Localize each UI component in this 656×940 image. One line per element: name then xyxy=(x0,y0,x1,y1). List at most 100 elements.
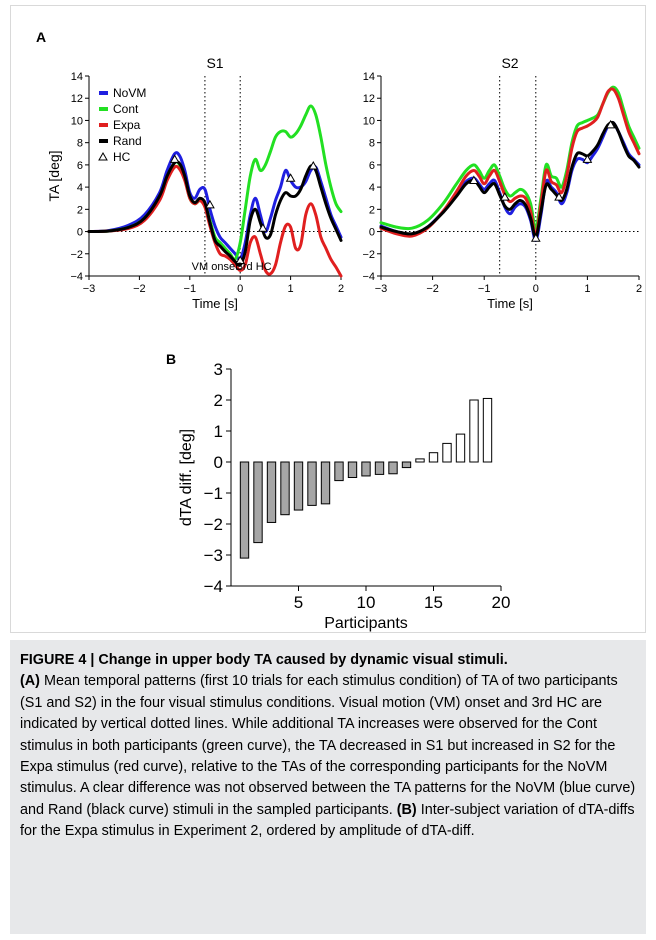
legend-hc-label: HC xyxy=(113,150,131,164)
caption-b-label: (B) xyxy=(396,801,417,818)
x-tick-label: 0 xyxy=(237,283,243,295)
hc-triangle-marker xyxy=(530,233,541,242)
x-tick-label: 20 xyxy=(492,593,511,612)
hc-triangle-marker xyxy=(554,192,564,201)
x-tick-label: 10 xyxy=(357,593,376,612)
y-tick-label: 10 xyxy=(363,115,375,127)
series-expa-line xyxy=(87,164,343,278)
legend-novm-label: NoVM xyxy=(113,86,146,100)
x-tick-label: −2 xyxy=(133,283,146,295)
bar xyxy=(482,397,493,463)
bar xyxy=(401,461,412,469)
series-rand-line xyxy=(87,160,343,267)
panel-a-label: A xyxy=(36,29,46,45)
x-tick-label: −2 xyxy=(426,283,439,295)
hc-triangle-marker xyxy=(308,160,319,170)
bar xyxy=(388,461,398,475)
plot-title: S2 xyxy=(501,55,518,71)
x-axis-label: Time [s] xyxy=(192,296,238,311)
y-tick-label: 12 xyxy=(71,93,83,105)
plot-b: −4 −3 −2 −1 0 1 2 3 5 10 15 20 Participants dTA diff.… xyxy=(178,360,510,632)
figure-caption: FIGURE 4 | Change in upper body TA cause… xyxy=(10,640,646,934)
bar xyxy=(253,461,263,544)
plot-title: S1 xyxy=(206,55,223,71)
y-tick-label: −2 xyxy=(362,249,375,261)
x-tick-label: 2 xyxy=(636,283,642,295)
caption-a-text: Mean temporal patterns (first 10 trials … xyxy=(20,673,636,818)
x-axis-label: Participants xyxy=(324,615,408,632)
y-tick-label: 8 xyxy=(369,138,375,150)
panel-b-label: B xyxy=(166,351,176,367)
hc-triangle-marker xyxy=(235,255,246,264)
x-tick-label: 0 xyxy=(533,283,539,295)
y-tick-label: −2 xyxy=(204,515,223,534)
x-axis-label: Time [s] xyxy=(487,296,533,311)
y-tick-label: 8 xyxy=(77,138,83,150)
y-tick-label: −1 xyxy=(204,484,223,503)
legend-expa-label: Expa xyxy=(113,118,141,132)
y-tick-label: 10 xyxy=(71,115,83,127)
y-tick-label: −2 xyxy=(70,249,83,261)
caption-b-text: Inter-subject variation of dTA-diffs for… xyxy=(20,801,635,840)
y-tick-label: 12 xyxy=(363,93,375,105)
hc-triangle-marker xyxy=(469,175,479,184)
bar xyxy=(361,461,371,477)
y-tick-label: 2 xyxy=(369,204,375,216)
series-novm-line xyxy=(87,151,343,262)
third-hc-annotation: 3rd HC xyxy=(237,261,272,273)
bar xyxy=(266,461,277,523)
vm-onset-annotation: VM onset xyxy=(192,261,238,273)
bar xyxy=(293,461,304,511)
bar xyxy=(469,399,479,463)
y-tick-label: 0 xyxy=(214,453,223,472)
hc-triangle-marker xyxy=(205,199,215,209)
y-tick-label: 3 xyxy=(214,360,223,379)
y-axis-label: TA [deg] xyxy=(46,150,62,201)
x-tick-label: 1 xyxy=(288,283,294,295)
caption-a-label: (A) xyxy=(20,673,40,690)
y-tick-label: 6 xyxy=(369,160,375,172)
bar xyxy=(428,452,439,463)
y-tick-label: 2 xyxy=(214,391,223,410)
x-tick-label: 15 xyxy=(424,593,443,612)
hc-triangle-marker xyxy=(605,119,616,129)
x-tick-label: 2 xyxy=(338,283,344,295)
y-tick-label: 0 xyxy=(369,227,375,239)
x-tick-label: −1 xyxy=(478,283,491,295)
bar xyxy=(347,461,358,478)
series-rand-line xyxy=(379,120,641,239)
bar xyxy=(280,461,290,516)
x-tick-label: 5 xyxy=(294,593,303,612)
legend-cont-label: Cont xyxy=(113,102,139,116)
y-tick-label: −4 xyxy=(362,271,375,283)
hc-triangle-marker xyxy=(169,154,180,163)
y-tick-label: 4 xyxy=(369,182,375,194)
y-tick-label: −4 xyxy=(204,577,223,596)
hc-triangle-marker xyxy=(285,173,296,182)
hc-triangle-marker xyxy=(582,154,593,163)
y-tick-label: 14 xyxy=(363,71,375,83)
bar xyxy=(455,433,466,463)
y-tick-label: 14 xyxy=(71,71,83,83)
x-tick-label: 1 xyxy=(584,283,590,295)
y-tick-label: 1 xyxy=(214,422,223,441)
legend-hc-icon xyxy=(98,151,108,161)
legend-rand-label: Rand xyxy=(113,134,142,148)
caption-title: FIGURE 4 | Change in upper body TA cause… xyxy=(20,652,508,668)
y-tick-label: 4 xyxy=(77,182,83,194)
x-tick-label: −1 xyxy=(184,283,197,295)
hc-triangle-marker xyxy=(499,192,510,201)
y-tick-label: −3 xyxy=(204,546,223,565)
bar xyxy=(374,461,385,475)
bar xyxy=(442,442,452,463)
hc-triangle-marker xyxy=(258,223,268,232)
bar xyxy=(334,461,344,482)
bar xyxy=(239,461,250,559)
caption-body: (A) Mean temporal patterns (first 10 tri… xyxy=(20,673,635,839)
bar xyxy=(320,461,331,505)
bar xyxy=(307,461,317,506)
y-axis-label: dTA diff. [deg] xyxy=(178,429,195,526)
y-tick-label: 2 xyxy=(77,204,83,216)
